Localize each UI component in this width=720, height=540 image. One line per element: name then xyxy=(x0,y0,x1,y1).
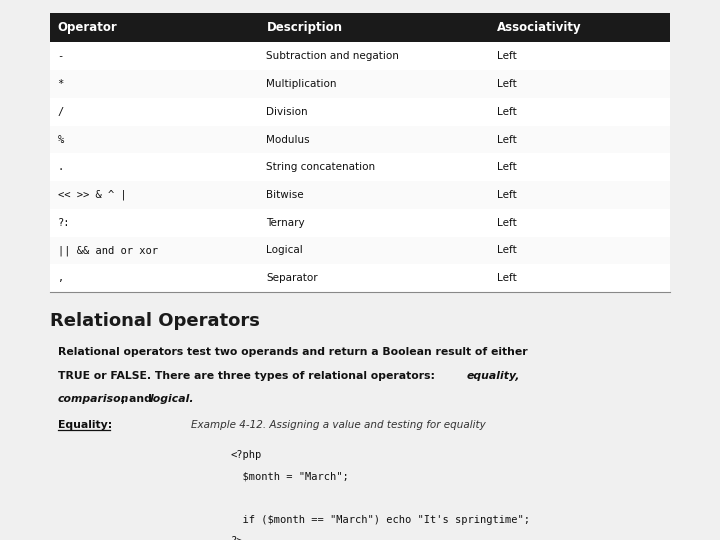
Text: if ($month == "March") echo "It's springtime";: if ($month == "March") echo "It's spring… xyxy=(230,515,531,525)
Text: ?>: ?> xyxy=(230,536,243,540)
Text: << >> & ^ |: << >> & ^ | xyxy=(58,190,126,200)
FancyBboxPatch shape xyxy=(50,264,670,292)
Text: Left: Left xyxy=(497,273,516,283)
Text: equality,: equality, xyxy=(467,371,520,381)
Text: Associativity: Associativity xyxy=(497,22,582,35)
Text: Subtraction and negation: Subtraction and negation xyxy=(266,51,400,62)
FancyBboxPatch shape xyxy=(50,43,670,70)
Text: *: * xyxy=(58,79,64,89)
Text: Left: Left xyxy=(497,134,516,145)
Text: Operator: Operator xyxy=(58,22,117,35)
Text: -: - xyxy=(58,51,64,62)
Text: Left: Left xyxy=(497,246,516,255)
Text: Left: Left xyxy=(497,190,516,200)
FancyBboxPatch shape xyxy=(50,70,670,98)
Text: Left: Left xyxy=(497,51,516,62)
Text: Separator: Separator xyxy=(266,273,318,283)
Text: /: / xyxy=(58,107,64,117)
Text: Example 4-12. Assigning a value and testing for equality: Example 4-12. Assigning a value and test… xyxy=(191,420,485,430)
Text: Logical: Logical xyxy=(266,246,303,255)
Text: .: . xyxy=(58,163,64,172)
Text: <?php: <?php xyxy=(230,450,261,461)
Text: %: % xyxy=(58,134,64,145)
Text: Multiplication: Multiplication xyxy=(266,79,337,89)
FancyBboxPatch shape xyxy=(50,237,670,264)
Text: Equality:: Equality: xyxy=(58,420,112,430)
Text: Bitwise: Bitwise xyxy=(266,190,304,200)
Text: , and: , and xyxy=(121,395,156,404)
FancyBboxPatch shape xyxy=(50,209,670,237)
Text: Modulus: Modulus xyxy=(266,134,310,145)
Text: Ternary: Ternary xyxy=(266,218,305,228)
Text: Left: Left xyxy=(497,79,516,89)
FancyBboxPatch shape xyxy=(50,181,670,209)
Text: logical.: logical. xyxy=(150,395,194,404)
Text: Relational Operators: Relational Operators xyxy=(50,312,260,330)
Text: Left: Left xyxy=(497,107,516,117)
Text: $month = "March";: $month = "March"; xyxy=(230,472,349,482)
Text: ?:: ?: xyxy=(58,218,70,228)
FancyBboxPatch shape xyxy=(50,126,670,153)
Text: ,: , xyxy=(58,273,64,283)
FancyBboxPatch shape xyxy=(50,98,670,126)
Text: TRUE or FALSE. There are three types of relational operators:: TRUE or FALSE. There are three types of … xyxy=(58,371,438,381)
Text: comparison: comparison xyxy=(58,395,129,404)
Text: Left: Left xyxy=(497,218,516,228)
Text: Division: Division xyxy=(266,107,308,117)
Text: Relational operators test two operands and return a Boolean result of either: Relational operators test two operands a… xyxy=(58,347,527,357)
Text: Left: Left xyxy=(497,163,516,172)
Text: Description: Description xyxy=(266,22,343,35)
FancyBboxPatch shape xyxy=(50,14,670,292)
Text: String concatenation: String concatenation xyxy=(266,163,376,172)
FancyBboxPatch shape xyxy=(50,153,670,181)
FancyBboxPatch shape xyxy=(50,14,670,43)
Text: || && and or xor: || && and or xor xyxy=(58,245,158,256)
